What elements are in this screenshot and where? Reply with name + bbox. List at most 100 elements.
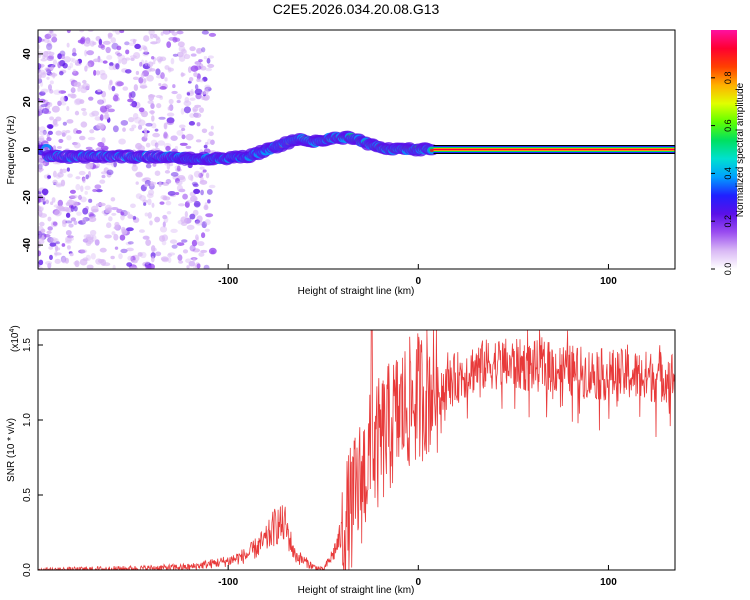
spectrogram-noise-cell: [200, 232, 206, 239]
spectrogram-noise-cell: [161, 240, 167, 246]
spectrogram-noise-cell: [111, 212, 117, 216]
spectrogram-noise-cell: [205, 213, 214, 218]
spectrogram-noise-cell: [42, 200, 46, 205]
spectrogram-noise-cell: [193, 188, 201, 194]
spectrogram-noise-cell: [149, 181, 155, 187]
spectrogram-noise-cell: [165, 179, 172, 184]
spectrogram-noise-cell: [154, 142, 159, 148]
spectrogram-noise-cell: [139, 61, 143, 67]
spectrogram-noise-cell: [44, 33, 52, 39]
spectrogram-noise-cell: [97, 142, 105, 148]
spectrogram-x-ticks: -100 0 100: [218, 264, 617, 287]
spectrogram-noise-cell: [120, 248, 128, 254]
snr-series-line: [38, 330, 675, 570]
spectrogram-noise-cell: [154, 128, 159, 132]
spectrogram-noise-cell: [171, 31, 178, 36]
spectrogram-noise-cell: [67, 93, 71, 97]
spectrogram-noise-cell: [75, 176, 81, 180]
spectrogram-noise-cell: [80, 121, 88, 128]
spectrogram-noise-cell: [46, 230, 52, 234]
spectrogram-noise-cell: [39, 130, 47, 136]
spectrogram-noise-cell: [177, 219, 185, 225]
spectrogram-noise-cell: [126, 247, 134, 252]
spectrogram-noise-cell: [122, 127, 126, 132]
spectrogram-noise-cell: [38, 110, 41, 117]
spectrogram-noise-cell: [147, 100, 154, 105]
spectrogram-noise-cell: [140, 72, 145, 79]
spectrogram-noise-cell: [110, 197, 116, 202]
spectrogram-noise-cell: [102, 40, 111, 45]
spectrogram-noise-cell: [94, 116, 102, 121]
spectrogram-noise-cell: [150, 255, 155, 263]
spectrogram-noise-cell: [196, 122, 201, 127]
spectrogram-noise-cell: [193, 72, 198, 78]
spectrogram-noise-cell: [101, 137, 106, 144]
spectrogram-noise-cell: [159, 226, 168, 233]
spectrogram-noise-cell: [205, 67, 213, 72]
spectrogram-noise-cell: [72, 70, 79, 76]
spectrogram-noise-cell: [114, 221, 120, 227]
spectrogram-noise-cell: [104, 234, 112, 239]
spectrogram-noise-cell: [65, 212, 71, 218]
spectrogram-noise-cell: [74, 260, 80, 268]
spectrogram-noise-cell: [175, 191, 180, 196]
spectrogram-noise-cell: [127, 241, 134, 245]
spectrogram-noise-cell: [188, 121, 196, 126]
spectrogram-noise-cell: [184, 211, 188, 218]
spectrogram-noise-cell: [142, 199, 148, 204]
spectrogram-noise-cell: [66, 167, 70, 172]
spectrogram-noise-cell: [166, 119, 174, 126]
spectrogram-noise-cell: [130, 266, 138, 269]
spectrogram-noise-cell: [116, 81, 124, 87]
spectrogram-noise-cell: [174, 37, 181, 42]
spectrogram-noise-cell: [176, 129, 184, 136]
colorbar-tick-label: 0.2: [723, 215, 733, 228]
spectrogram-noise-cell: [143, 51, 150, 55]
spectrogram-noise-cell: [207, 199, 211, 204]
spectrogram-noise-cell: [194, 219, 201, 224]
spectrogram-noise-cell: [43, 38, 50, 43]
spectrogram-noise-cell: [167, 253, 172, 258]
spectrogram-noise-cell: [128, 42, 135, 47]
spectrogram-noise-cell: [47, 130, 53, 135]
spectrogram-noise-cell: [128, 117, 135, 123]
spectrogram-noise-cell: [163, 132, 169, 140]
spectrogram-noise-cell: [102, 114, 109, 120]
spectrogram-noise-cell: [192, 248, 201, 253]
spectrogram-noise-cell: [210, 139, 215, 145]
spectrogram-noise-cell: [54, 238, 59, 245]
spectrogram-noise-cell: [126, 227, 134, 232]
spectrogram-noise-cell: [120, 119, 129, 126]
spectrogram-noise-cell: [38, 193, 43, 198]
spectrogram-noise-cell: [60, 102, 67, 106]
spectrogram-noise-cell: [98, 38, 103, 46]
spectrogram-noise-cell: [144, 183, 149, 187]
spectrogram-noise-cell: [135, 193, 143, 199]
spectrogram-x-tick-label: 0: [416, 276, 422, 287]
spectrogram-noise-cell: [171, 90, 178, 95]
spectrogram-noise-cell: [46, 50, 52, 54]
spectrogram-noise-cell: [57, 100, 62, 107]
spectrogram-noise-cell: [131, 124, 137, 129]
spectrogram-noise-cell: [208, 32, 217, 37]
spectrogram-noise-cell: [125, 49, 130, 55]
spectrogram-signal-cell: [44, 146, 49, 151]
spectrogram-noise-cell: [143, 131, 148, 139]
spectrogram-noise-cell: [52, 221, 58, 226]
spectrogram-noise-cell: [160, 31, 164, 36]
spectrogram-noise-cell: [116, 208, 123, 214]
spectrogram-noise-cell: [197, 241, 205, 247]
spectrogram-noise-cell: [73, 220, 78, 226]
spectrogram-noise-cell: [42, 129, 47, 135]
spectrogram-noise-cell: [51, 64, 55, 69]
spectrogram-noise-cell: [38, 157, 41, 163]
spectrogram-noise-cell: [132, 76, 140, 81]
spectrogram-noise-cell: [123, 211, 131, 216]
spectrogram-noise-cell: [180, 216, 187, 224]
spectrogram-noise-cell: [122, 86, 129, 91]
spectrogram-noise-cell: [49, 89, 54, 94]
spectrogram-noise-cell: [170, 58, 175, 65]
spectrogram-noise-cell: [166, 41, 172, 49]
spectrogram-noise-cell: [89, 129, 95, 134]
spectrogram-noise-cell: [84, 65, 88, 72]
